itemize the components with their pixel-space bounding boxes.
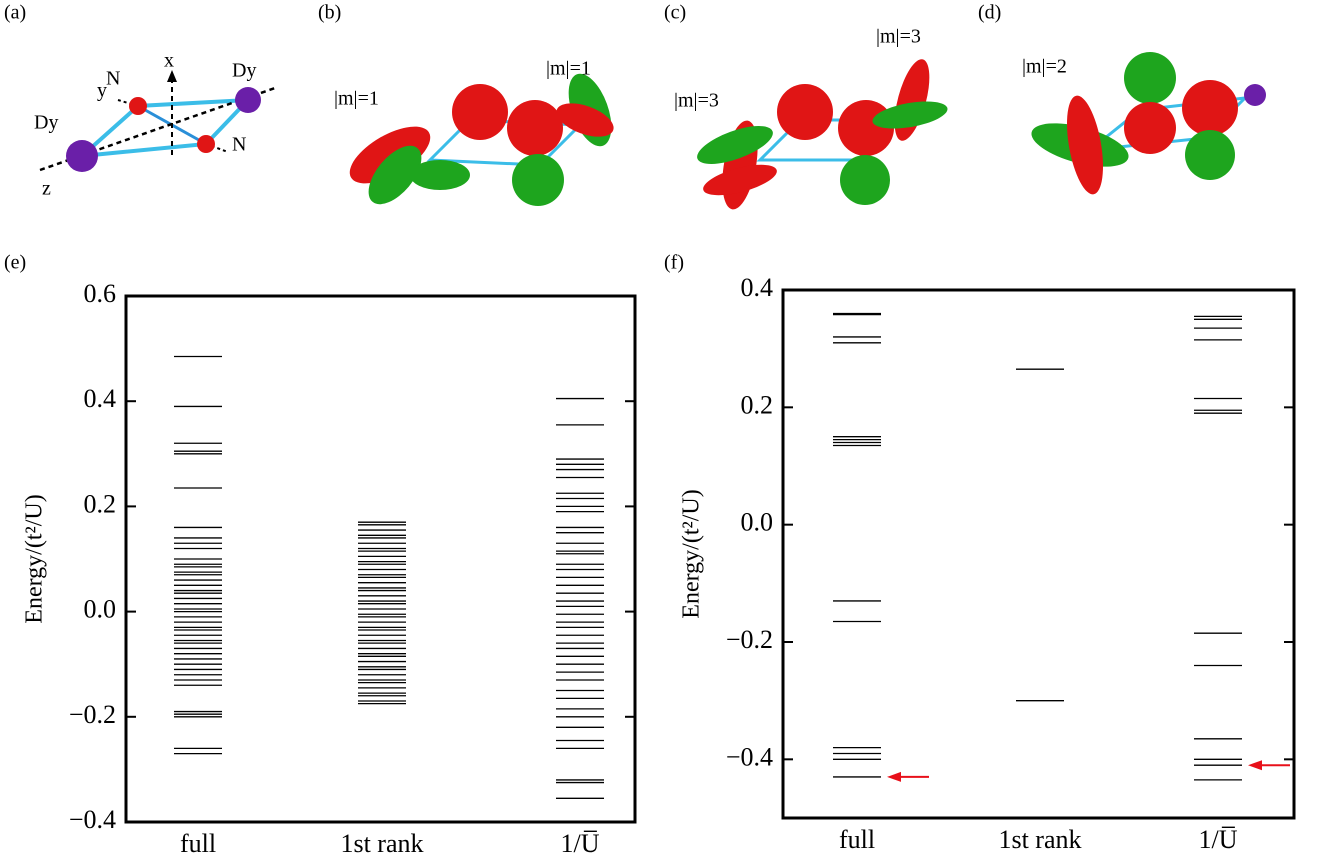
y-axis-label: Energy/(t²/U) [22, 494, 48, 623]
x-tick-label: full [839, 825, 875, 854]
atom-label: Dy [34, 112, 58, 134]
axis-label: z [42, 178, 51, 200]
panel-label: (c) [664, 2, 686, 24]
y-tick-label: −0.2 [726, 625, 773, 654]
x-tick-label: 1st rank [998, 825, 1081, 854]
y-tick-label: 0.2 [84, 489, 117, 518]
panel-label: (e) [4, 252, 26, 274]
orbital-sketch [1031, 52, 1266, 195]
panel-label: (b) [318, 2, 341, 24]
molecule-schematic [39, 70, 276, 172]
y-tick-label: 0.4 [84, 384, 117, 413]
x-tick-label: 1st rank [340, 829, 423, 858]
x-tick-label: full [180, 829, 216, 858]
panel-label: (a) [4, 2, 26, 24]
atom-label: Dy [232, 60, 256, 82]
orbital-sketch [349, 73, 614, 206]
y-tick-label: −0.2 [69, 700, 116, 729]
atom-label: N [232, 134, 246, 156]
x-tick-label: 1/U̅ [561, 829, 600, 858]
y-axis-label: Energy/(t²/U) [679, 489, 705, 618]
orbital-label: |m|=1 [546, 58, 591, 80]
y-tick-label: 0.2 [741, 390, 774, 419]
y-tick-label: −0.4 [69, 805, 116, 834]
axis-label: y [97, 80, 107, 102]
y-tick-label: 0.4 [741, 273, 774, 302]
y-tick-label: 0.0 [741, 508, 774, 537]
orbital-sketch [697, 59, 948, 210]
axis-label: x [164, 50, 174, 72]
plot-frame [124, 294, 637, 824]
panel-label: (f) [664, 252, 684, 274]
y-tick-label: −0.4 [726, 742, 773, 771]
y-tick-label: 0.0 [84, 595, 117, 624]
plot-frame [781, 288, 1296, 820]
x-tick-label: 1/U̅ [1199, 825, 1238, 854]
arrow-head [887, 771, 901, 782]
orbital-label: |m|=1 [334, 88, 379, 110]
orbital-label: |m|=3 [876, 26, 921, 48]
orbital-label: |m|=3 [674, 90, 719, 112]
orbital-label: |m|=2 [1022, 56, 1067, 78]
panel-label: (d) [978, 2, 1001, 24]
arrow-head [1248, 760, 1262, 771]
y-tick-label: 0.6 [84, 279, 117, 308]
atom-label: N [106, 68, 120, 90]
